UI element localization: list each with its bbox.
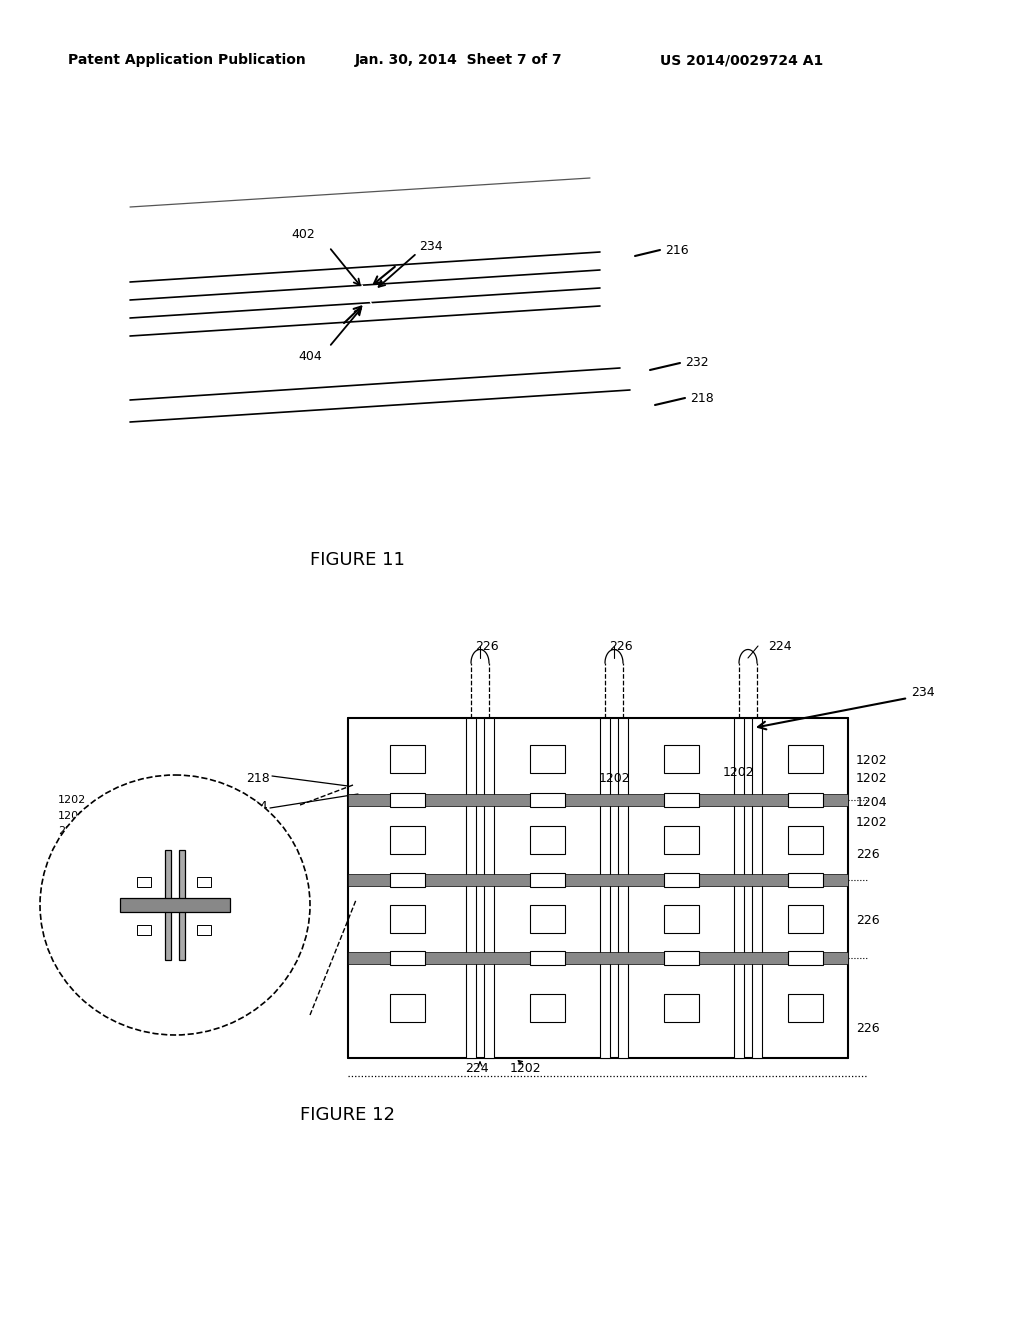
Bar [788, 873, 823, 887]
Bar [530, 950, 565, 965]
Bar [530, 744, 565, 774]
Bar [734, 718, 744, 1059]
Bar [390, 994, 425, 1022]
Text: Jan. 30, 2014  Sheet 7 of 7: Jan. 30, 2014 Sheet 7 of 7 [355, 53, 562, 67]
Text: 1204: 1204 [237, 800, 268, 813]
Bar [788, 994, 823, 1022]
Bar [788, 793, 823, 807]
Text: 1202: 1202 [856, 816, 888, 829]
Bar [348, 952, 848, 964]
Text: FIGURE 12: FIGURE 12 [300, 1106, 395, 1125]
Text: 226: 226 [856, 1022, 880, 1035]
Bar [530, 873, 565, 887]
Bar [664, 950, 699, 965]
Bar [197, 925, 211, 935]
Text: 226: 226 [609, 639, 633, 652]
Bar [348, 795, 848, 807]
Text: 1202: 1202 [58, 795, 86, 805]
Text: 226: 226 [856, 849, 880, 862]
Text: 1202: 1202 [58, 841, 86, 851]
Bar [165, 850, 171, 960]
Bar [618, 718, 628, 1059]
Text: 226: 226 [475, 639, 499, 652]
Bar [390, 793, 425, 807]
Bar [664, 994, 699, 1022]
Ellipse shape [40, 775, 310, 1035]
Bar [788, 744, 823, 774]
Text: 1202: 1202 [228, 863, 256, 873]
Text: 1202: 1202 [599, 771, 631, 784]
Text: 234: 234 [911, 686, 935, 700]
Bar [466, 718, 476, 1059]
Bar [390, 873, 425, 887]
Bar [390, 906, 425, 933]
Bar [120, 898, 230, 912]
Bar [137, 925, 151, 935]
Text: 402: 402 [291, 228, 315, 242]
Text: 1204: 1204 [856, 796, 888, 808]
Bar [484, 718, 494, 1059]
Text: 222: 222 [58, 826, 80, 836]
Text: 1202: 1202 [856, 754, 888, 767]
Bar [600, 718, 610, 1059]
Bar [348, 874, 848, 886]
Bar [530, 994, 565, 1022]
Text: 1204: 1204 [220, 950, 248, 960]
Text: FIGURE 11: FIGURE 11 [310, 550, 404, 569]
Text: 222: 222 [225, 878, 247, 888]
Text: 218: 218 [58, 871, 79, 880]
Text: 224: 224 [768, 639, 792, 652]
Bar [664, 906, 699, 933]
Text: 224: 224 [465, 1061, 488, 1074]
Bar [752, 718, 762, 1059]
Text: US 2014/0029724 A1: US 2014/0029724 A1 [660, 53, 823, 67]
Text: 1202: 1202 [220, 935, 248, 945]
Bar [530, 826, 565, 854]
Bar [788, 906, 823, 933]
Text: 226: 226 [856, 913, 880, 927]
Text: 1202: 1202 [58, 886, 86, 896]
Text: 216: 216 [665, 243, 688, 256]
Bar [664, 744, 699, 774]
Text: 218: 218 [246, 771, 270, 784]
Bar [390, 950, 425, 965]
Text: 232: 232 [685, 356, 709, 370]
Text: 1206: 1206 [220, 847, 248, 857]
Text: 404: 404 [298, 351, 322, 363]
Bar [390, 744, 425, 774]
Text: 1208: 1208 [58, 810, 86, 821]
Text: 222: 222 [58, 855, 80, 866]
Bar [530, 793, 565, 807]
Text: 218: 218 [690, 392, 714, 404]
Bar [390, 826, 425, 854]
Bar [664, 826, 699, 854]
Bar [179, 850, 185, 960]
Text: 222: 222 [220, 965, 242, 975]
Text: Patent Application Publication: Patent Application Publication [68, 53, 306, 67]
Bar [788, 826, 823, 854]
Bar [788, 950, 823, 965]
Bar [664, 793, 699, 807]
Text: 1202: 1202 [510, 1061, 542, 1074]
Bar [664, 873, 699, 887]
Bar [530, 906, 565, 933]
Text: 1202: 1202 [856, 771, 888, 784]
Bar [137, 876, 151, 887]
Text: 234: 234 [419, 240, 442, 253]
Bar [197, 876, 211, 887]
Text: 1202: 1202 [723, 767, 755, 780]
